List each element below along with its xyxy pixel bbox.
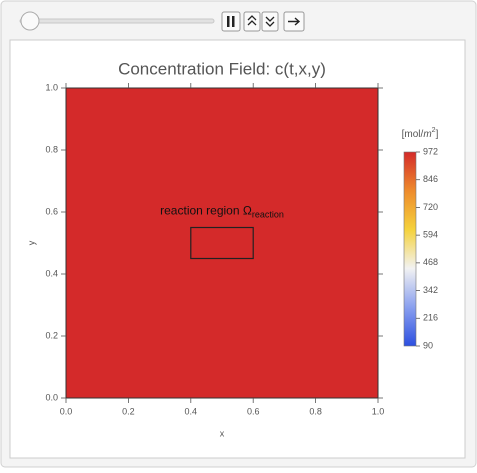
colorbar-tick-label: 594 <box>423 230 438 240</box>
pause-button[interactable] <box>221 11 241 32</box>
colorbar-label-unit: m <box>423 129 431 140</box>
colorbar-label-close: ] <box>436 129 439 140</box>
y-tick-label: 0.8 <box>45 144 58 154</box>
x-tick-label: 0.8 <box>309 406 322 416</box>
colorbar-tick-label: 720 <box>423 202 438 212</box>
faster-button[interactable] <box>243 11 261 32</box>
colorbar-tick-label: 342 <box>423 285 438 295</box>
annotation-text: reaction region Ω <box>160 204 252 218</box>
annotation: reaction region Ωreaction <box>160 204 284 220</box>
colorbar-tick-label: 90 <box>423 340 433 350</box>
plot-frame <box>65 87 379 399</box>
colorbar-tick-label: 216 <box>423 313 438 323</box>
x-tick-label: 1.0 <box>372 406 385 416</box>
x-tick-label: 0.6 <box>247 406 260 416</box>
x-tick-label: 0.4 <box>185 406 198 416</box>
x-tick-label: 0.2 <box>122 406 135 416</box>
colorbar-tick-label: 846 <box>423 174 438 184</box>
y-axis-label: y <box>26 240 36 245</box>
colorbar-tick-label: 468 <box>423 257 438 267</box>
y-tick-label: 1.0 <box>45 82 58 92</box>
x-tick-label: 0.0 <box>60 406 73 416</box>
field <box>66 88 378 398</box>
slower-button[interactable] <box>261 11 279 32</box>
direction-button[interactable] <box>283 11 305 32</box>
y-tick-label: 0.0 <box>45 392 58 402</box>
x-axis-label: x <box>220 428 225 438</box>
annotation-subscript: reaction <box>252 210 284 220</box>
slider-thumb[interactable] <box>20 11 40 31</box>
colorbar-tick-label: 972 <box>423 146 438 156</box>
y-tick-label: 0.6 <box>45 206 58 216</box>
y-tick-label: 0.4 <box>45 268 58 278</box>
colorbar-label: [mol/m2] <box>402 127 439 140</box>
slider-track[interactable] <box>19 18 215 24</box>
colorbar-label-sup: 2 <box>432 127 436 134</box>
reaction-region <box>190 226 254 260</box>
colorbar-label-open: [mol/ <box>402 129 424 140</box>
colorbar <box>403 151 417 347</box>
y-tick-label: 0.2 <box>45 330 58 340</box>
chart-title: Concentration Field: c(t,x,y) <box>118 59 326 78</box>
